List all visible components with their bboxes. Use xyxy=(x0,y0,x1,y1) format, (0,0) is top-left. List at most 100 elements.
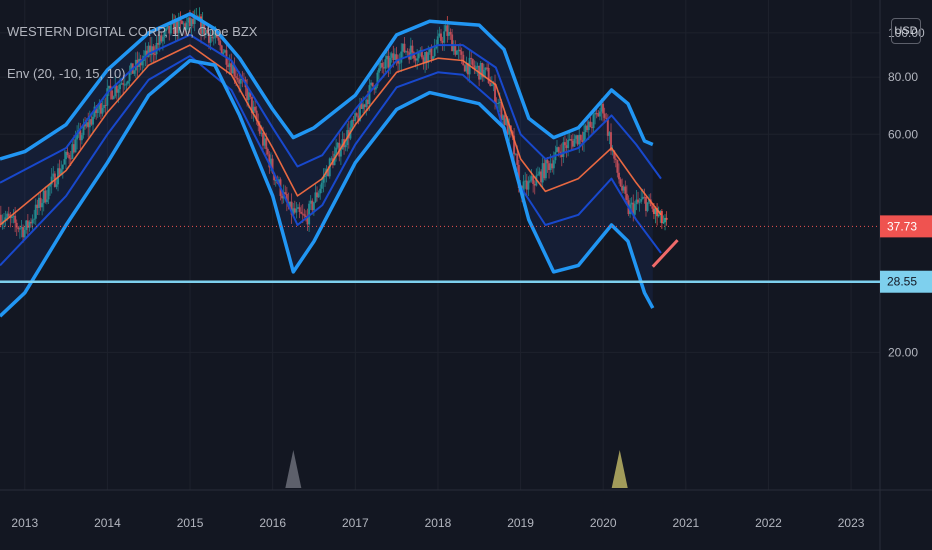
candle-body xyxy=(192,18,195,24)
candle-body xyxy=(319,188,322,194)
candle-body xyxy=(141,60,144,66)
candle-body xyxy=(416,58,419,61)
candle-body xyxy=(335,147,338,154)
candle-body xyxy=(163,31,166,37)
price-tick-label: 80.00 xyxy=(888,70,918,84)
candle-body xyxy=(482,69,485,78)
candle-body xyxy=(303,214,306,216)
candle-body xyxy=(269,158,272,168)
candle-body xyxy=(530,176,533,181)
candle-body xyxy=(592,114,595,129)
candle-body xyxy=(39,197,42,208)
candle-body xyxy=(597,113,600,117)
candle-body xyxy=(0,214,2,225)
candle-body xyxy=(470,57,473,60)
candle-body xyxy=(223,50,226,53)
candle-body xyxy=(180,21,183,24)
candle-body xyxy=(454,45,457,55)
candle-body xyxy=(146,50,149,57)
candle-body xyxy=(543,163,546,179)
candle-body xyxy=(560,152,563,158)
candle-body xyxy=(260,132,263,134)
candle-body xyxy=(614,158,617,161)
candle-body xyxy=(430,47,433,60)
candle-body xyxy=(498,101,501,103)
candle-body xyxy=(446,25,449,36)
candle-body xyxy=(664,217,667,223)
candle-body xyxy=(68,154,71,159)
candle-body xyxy=(381,63,384,68)
candle-body xyxy=(513,135,516,155)
candle-body xyxy=(188,17,191,27)
candle-body xyxy=(206,30,209,34)
candle-body xyxy=(55,184,58,187)
candle-body xyxy=(449,31,452,35)
candle-body xyxy=(643,196,646,198)
candle-body xyxy=(405,51,408,53)
candle-body xyxy=(117,89,120,93)
candle-body xyxy=(528,180,531,182)
candle-body xyxy=(93,106,96,117)
candle-body xyxy=(153,54,156,56)
candle-body xyxy=(382,67,385,69)
candle-body xyxy=(503,115,506,125)
candle-body xyxy=(215,33,218,38)
candle-body xyxy=(497,102,500,104)
candle-body xyxy=(268,154,271,168)
symbol-title[interactable]: WESTERN DIGITAL CORP, 1W, Cboe BZX xyxy=(7,24,258,39)
candle-body xyxy=(544,159,547,179)
price-badge-label: 37.73 xyxy=(887,219,917,233)
candle-body xyxy=(444,25,447,32)
candle-body xyxy=(66,151,69,155)
candle-body xyxy=(362,104,365,109)
time-tick-label: 2020 xyxy=(590,516,617,530)
candle-body xyxy=(557,147,560,152)
candle-body xyxy=(644,196,647,211)
candle-body xyxy=(567,140,570,149)
candle-body xyxy=(274,179,277,181)
candle-body xyxy=(420,49,423,58)
currency-button[interactable]: USD xyxy=(891,18,921,44)
candle-body xyxy=(465,63,468,72)
candle-body xyxy=(452,45,455,52)
candle-body xyxy=(579,134,582,141)
candle-body xyxy=(185,22,188,30)
candle-body xyxy=(295,208,298,213)
candle-body xyxy=(514,153,517,155)
price-axis[interactable]: 100.00 80.00 60.00 20.00 xyxy=(888,26,925,360)
candle-body xyxy=(443,31,446,43)
candle-body xyxy=(400,51,403,63)
candle-body xyxy=(120,83,123,85)
candle-body xyxy=(355,113,358,116)
candle-body xyxy=(412,52,415,59)
candle-body xyxy=(439,33,442,41)
candle-body xyxy=(255,110,258,121)
candle-body xyxy=(176,21,179,34)
candle-body xyxy=(525,180,528,190)
candle-body xyxy=(91,116,94,125)
candle-body xyxy=(173,20,176,34)
time-axis[interactable]: 2013 2014 2015 2016 2017 2018 2019 2020 2021 2022… xyxy=(11,516,864,530)
candle-body xyxy=(516,153,519,165)
marker-triangle xyxy=(611,450,628,488)
candle-body xyxy=(428,47,431,53)
candle-body xyxy=(575,135,578,139)
candle-body xyxy=(63,159,66,165)
candle-body xyxy=(289,201,292,207)
candle-body xyxy=(182,23,185,25)
candle-body xyxy=(524,180,527,182)
candle-body xyxy=(14,215,17,223)
candle-body xyxy=(49,184,52,187)
candle-body xyxy=(7,213,10,217)
support-badge-label: 28.55 xyxy=(887,275,917,289)
candle-body xyxy=(82,124,85,136)
price-tick-label: 20.00 xyxy=(888,345,918,359)
candle-body xyxy=(665,217,668,220)
candle-body xyxy=(281,195,284,199)
candle-body xyxy=(96,109,99,114)
candle-body xyxy=(258,126,261,134)
indicator-legend[interactable]: Env (20, -10, 15, 10) xyxy=(7,66,126,81)
candle-body xyxy=(389,57,392,68)
candle-body xyxy=(351,120,353,128)
